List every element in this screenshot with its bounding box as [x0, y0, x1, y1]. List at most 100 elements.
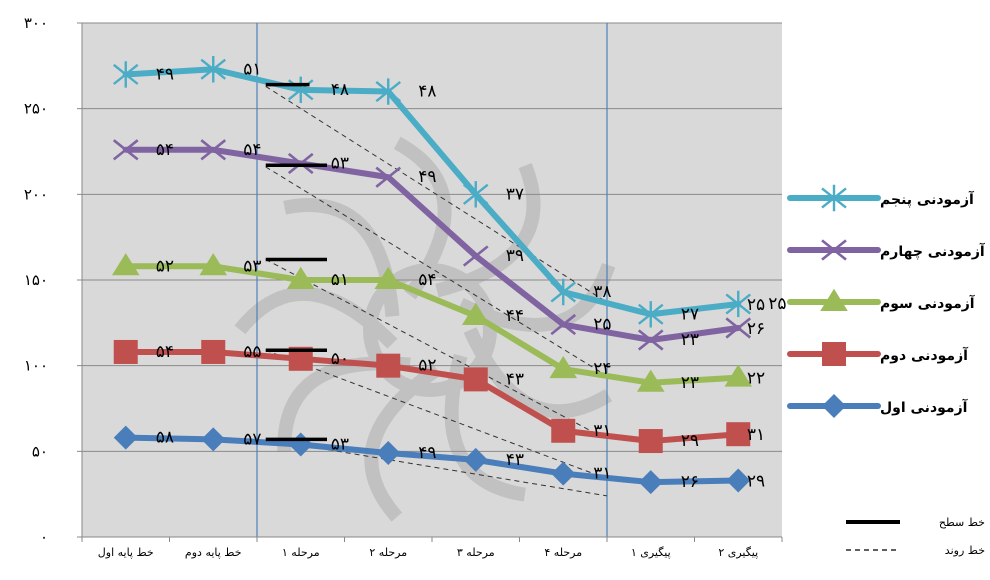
- y-tick-label: ۳۰۰: [24, 14, 48, 32]
- series-line: [122, 263, 742, 386]
- data-label: ۲۵: [768, 294, 786, 314]
- data-label: ۵۱: [243, 59, 261, 79]
- data-label: ۳۱: [593, 464, 611, 484]
- point-marker: [638, 470, 663, 495]
- watermark-petal: [393, 136, 452, 300]
- data-label: ۳۹: [506, 246, 524, 266]
- data-label: ۳۷: [506, 184, 524, 204]
- data-label: ۳۱: [593, 421, 611, 441]
- y-tick-label: ۱۵۰: [24, 271, 48, 289]
- data-label: ۴۸: [418, 82, 436, 102]
- y-tick-label: ۲۰۰: [24, 185, 48, 203]
- point-marker: [375, 78, 401, 105]
- data-label: ۴۹: [418, 443, 436, 463]
- data-label: ۵۰: [331, 349, 349, 369]
- point-marker: [636, 369, 665, 392]
- data-labels: ۵۸ ۵۷ ۵۳ ۴۹ ۴۳ ۳۱ ۲۶ ۲۹ ۵۴ ۵۵ ۵۰ ۵۲ ۴۳ ۳۱ ۲۹ ۳۱ ۵۲ ۵۳ ۵۱ ۵۴…: [156, 59, 787, 492]
- data-label: ۵۲: [418, 356, 436, 376]
- point-marker: [463, 181, 489, 208]
- data-label: ۵۵: [243, 342, 261, 362]
- data-label: ۵۷: [243, 429, 261, 449]
- watermark-petal: [364, 363, 441, 522]
- data-label: ۵۴: [156, 342, 174, 362]
- point-marker: [201, 339, 226, 364]
- data-label: ۲۵: [593, 315, 611, 335]
- y-tick-label: ۱۰۰: [24, 357, 48, 375]
- series-layer: [111, 56, 753, 495]
- point-marker: [724, 364, 753, 387]
- data-label: ۲۳: [681, 373, 699, 393]
- y-tick-label: ۵۰: [32, 442, 48, 460]
- series-end-label: ۲۶: [747, 319, 765, 339]
- point-marker: [199, 253, 228, 276]
- series-line: [122, 146, 742, 343]
- key-level-label: خط سطح: [939, 516, 985, 529]
- x-tick-label: پیگیری ۲: [718, 546, 758, 559]
- point-marker: [375, 166, 402, 188]
- y-axis: ۰ ۵۰ ۱۰۰ ۱۵۰ ۲۰۰ ۲۵۰ ۳۰۰: [24, 14, 83, 546]
- x-tick-label: پیگیری ۱: [631, 546, 671, 559]
- point-marker: [821, 184, 847, 212]
- point-marker: [822, 394, 846, 418]
- legend-label: آزمودنی دوم: [880, 346, 969, 364]
- data-label: ۵۴: [243, 140, 261, 160]
- key-trend-label: خط روند: [945, 544, 985, 557]
- data-label: ۲۶: [681, 472, 699, 492]
- trend-line: [265, 166, 608, 377]
- series-line: [122, 66, 742, 318]
- data-label: ۵۴: [156, 140, 174, 160]
- data-label: ۵۳: [331, 153, 349, 173]
- legend-label: آزمودنی چهارم: [880, 242, 986, 260]
- point-marker: [822, 342, 846, 366]
- point-marker: [463, 447, 488, 472]
- point-marker: [200, 139, 227, 161]
- phase-change-lines: [256, 23, 608, 537]
- legend-label: آزمودنی سوم: [880, 294, 976, 312]
- x-tick-label: خط پایه دوم: [185, 546, 242, 559]
- x-tick-label: مرحله ۴: [544, 546, 582, 559]
- data-label: ۴۴: [506, 306, 524, 326]
- y-tick-label: ۲۵۰: [24, 100, 48, 118]
- point-marker: [726, 422, 751, 447]
- data-label: ۵۲: [156, 256, 174, 276]
- trend-lines: [265, 85, 608, 497]
- series-line: [122, 348, 742, 445]
- data-label: ۲۷: [681, 304, 699, 324]
- data-label: ۴۹: [418, 167, 436, 187]
- point-marker: [638, 429, 663, 454]
- data-label: ۴۸: [331, 80, 349, 100]
- legend-label: آزمودنی اول: [880, 398, 969, 416]
- point-marker: [376, 353, 401, 378]
- point-marker: [286, 266, 315, 289]
- gridlines: [82, 22, 782, 452]
- data-label: ۵۳: [331, 434, 349, 454]
- watermark-petal: [463, 327, 613, 419]
- level-lines: [265, 82, 327, 442]
- point-marker: [113, 61, 139, 88]
- data-label: ۳۸: [593, 282, 611, 302]
- point-marker: [462, 245, 489, 267]
- series-end-label: ۳۱: [747, 425, 765, 445]
- series-end-label: ۲۹: [747, 471, 765, 491]
- x-tick-label: مرحله ۲: [369, 546, 407, 559]
- watermark-petal: [444, 353, 526, 502]
- line-key: خط سطح خط روند: [846, 516, 985, 557]
- point-marker: [112, 139, 139, 161]
- point-marker: [550, 278, 576, 306]
- legend-label: آزمودنی پنجم: [880, 190, 975, 208]
- legend: آزمودنی پنجم آزمودنی چهارم آزمودنی سوم آزمو…: [787, 184, 986, 418]
- point-marker: [551, 461, 576, 486]
- point-marker: [821, 239, 847, 261]
- series-line: [122, 434, 742, 486]
- data-label: ۵۱: [331, 270, 349, 290]
- series-end-label: ۲۲: [747, 369, 765, 389]
- x-tick-label: خط پایه اول: [98, 546, 154, 559]
- watermark-petal: [234, 286, 398, 349]
- point-marker: [726, 468, 751, 493]
- point-marker: [550, 313, 577, 336]
- y-tick-label: ۰: [40, 528, 48, 546]
- point-marker: [637, 329, 664, 351]
- point-marker: [725, 290, 751, 318]
- x-tick-label: مرحله ۳: [457, 546, 495, 559]
